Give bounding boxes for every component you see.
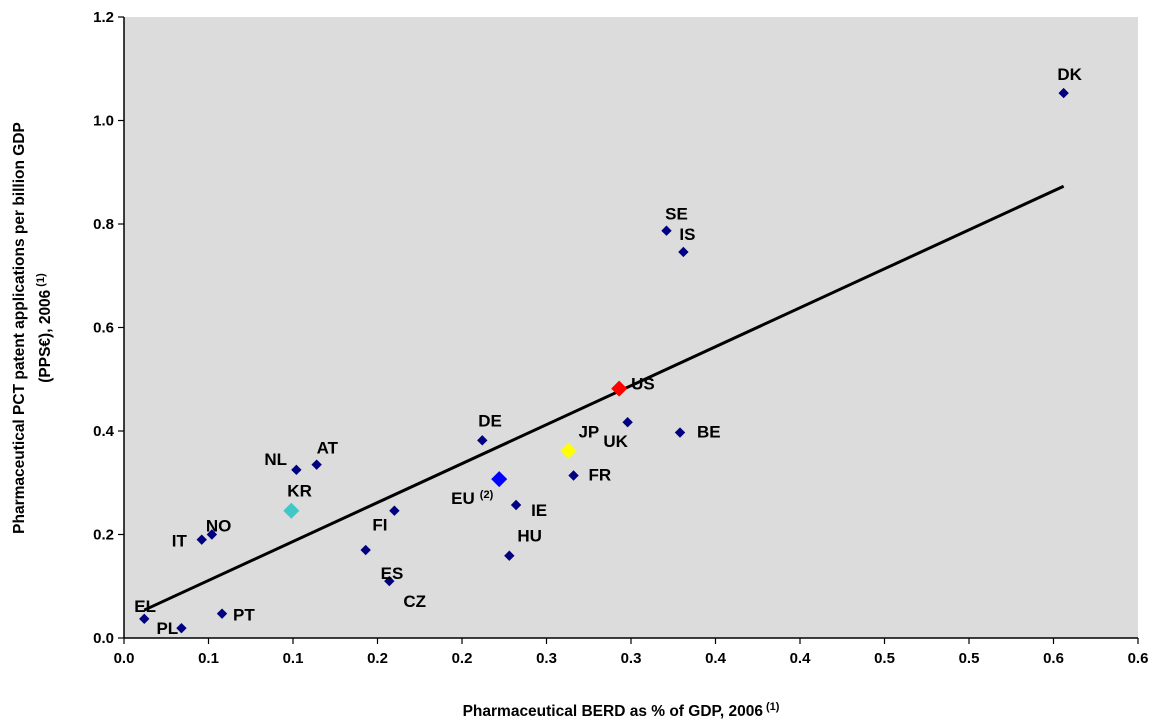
point-fr: [568, 470, 579, 481]
x-axis-title: Pharmaceutical BERD as % of GDP, 2006 (1): [463, 701, 780, 720]
y-axis-title-line1: Pharmaceutical PCT patent applications p…: [11, 122, 28, 534]
point-label-fi: FI: [372, 516, 387, 535]
point-label-jp: JP: [578, 423, 599, 442]
x-tick-label: 0.3: [621, 650, 642, 667]
point-label-hu: HU: [517, 527, 542, 546]
y-tick-label: 0.4: [93, 423, 115, 440]
x-tick-label: 0.5: [959, 650, 980, 667]
x-tick-label: 0.5: [874, 650, 895, 667]
point-hu: [504, 550, 515, 561]
point-label-de: DE: [478, 411, 502, 430]
point-label-nl: NL: [264, 450, 287, 469]
point-label-el: EL: [134, 597, 156, 616]
point-uk: [622, 417, 633, 428]
point-se: [661, 225, 672, 236]
point-dk: [1058, 87, 1069, 99]
point-fi: [389, 505, 400, 516]
point-label-kr: KR: [287, 482, 312, 501]
x-tick-label: 0.1: [283, 650, 304, 667]
x-tick-label: 0.6: [1043, 650, 1064, 667]
point-es: [360, 544, 371, 556]
y-tick-label: 0.2: [93, 527, 114, 544]
point-de: [477, 435, 488, 446]
point-label-no: NO: [206, 517, 232, 536]
y-tick-label: 0.8: [93, 216, 114, 233]
point-eu: [491, 471, 508, 488]
x-tick-label: 0.3: [536, 650, 557, 667]
point-label-dk: DK: [1057, 65, 1082, 84]
point-el: [139, 613, 150, 625]
point-is: [678, 246, 689, 258]
point-be: [674, 427, 686, 438]
point-label-fr: FR: [589, 466, 612, 485]
point-us: [611, 380, 628, 397]
x-tick-label: 0.4: [705, 650, 727, 667]
point-pt: [216, 608, 228, 619]
point-at: [311, 459, 322, 470]
x-tick-label: 0.2: [367, 650, 388, 667]
point-it: [196, 534, 207, 545]
y-tick-label: 1.2: [93, 9, 114, 26]
x-tick-label: 0.2: [452, 650, 473, 667]
point-label-pl: PL: [156, 619, 178, 638]
point-nl: [291, 464, 302, 476]
x-tick-label: 0.6: [1128, 650, 1149, 667]
point-label-cz: CZ: [403, 592, 426, 611]
point-pl: [176, 622, 187, 634]
y-axis-title-line2: (PPS€), 2006(1): [35, 273, 54, 383]
x-tick-label: 0.4: [790, 650, 812, 667]
point-ie: [510, 499, 522, 511]
point-label-us: US: [631, 375, 655, 394]
plot-area: [124, 17, 1138, 638]
point-kr: [283, 502, 300, 519]
y-tick-label: 1.0: [93, 113, 114, 130]
x-tick-label: 0.1: [198, 650, 219, 667]
point-label-se: SE: [665, 205, 688, 224]
point-label-pt: PT: [233, 606, 255, 625]
point-label-it: IT: [172, 532, 188, 551]
point-label-be: BE: [697, 423, 721, 442]
y-tick-label: 0.6: [93, 320, 114, 337]
point-label-at: AT: [317, 439, 339, 458]
point-label-uk: UK: [603, 432, 628, 451]
point-label-ie: IE: [531, 501, 547, 520]
x-tick-label: 0.0: [114, 650, 135, 667]
point-label-es: ES: [381, 564, 404, 583]
point-cz: [384, 575, 395, 587]
point-jp: [560, 442, 577, 459]
y-tick-label: 0.0: [93, 630, 114, 647]
trendline: [143, 184, 1065, 612]
point-no: [206, 529, 218, 540]
point-label-is: IS: [679, 225, 695, 244]
